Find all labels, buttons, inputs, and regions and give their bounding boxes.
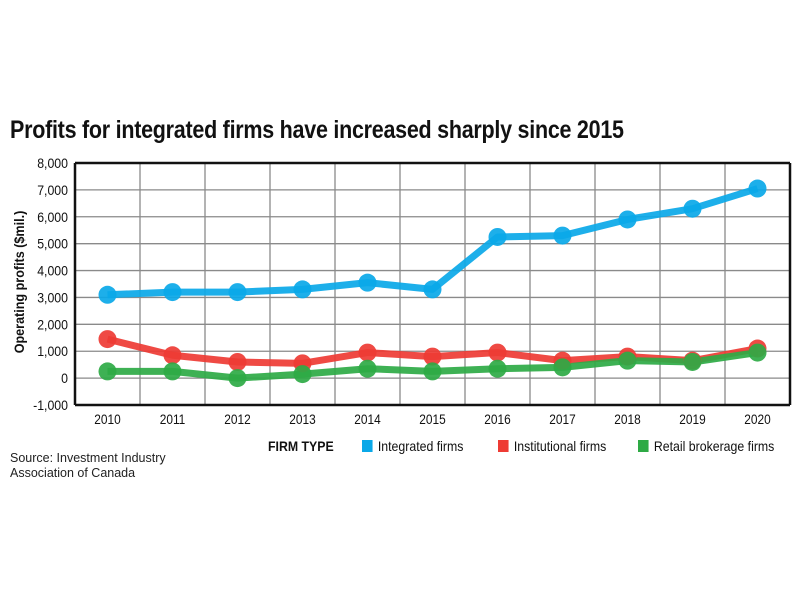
x-tick-label: 2011 (160, 411, 186, 427)
data-point (488, 359, 507, 378)
y-tick-label: -1,000 (33, 397, 68, 413)
x-tick-label: 2010 (94, 411, 120, 427)
legend-swatch-institutional (498, 440, 509, 452)
legend-swatch-integrated (362, 440, 373, 452)
plot-frame (73, 161, 792, 407)
y-tick-label: 8,000 (37, 155, 68, 171)
data-point (293, 280, 312, 299)
legend-title: FIRM TYPE (268, 438, 334, 454)
data-point (423, 347, 442, 366)
source-note: Source: Investment Industry Association … (10, 451, 166, 480)
data-point (488, 343, 507, 362)
legend: FIRM TYPE Integrated firms Institutional… (0, 438, 800, 458)
data-point (163, 346, 182, 365)
data-point (618, 210, 637, 229)
data-point (163, 362, 182, 381)
data-point (293, 365, 312, 384)
legend-swatch-retail (638, 440, 649, 452)
legend-label-institutional: Institutional firms (513, 438, 607, 454)
data-point (748, 343, 767, 362)
x-tick-labels: 2010 2011 2012 2013 2014 2015 2016 2017 2018 2019… (94, 411, 770, 427)
x-tick-label: 2014 (354, 411, 380, 427)
chart-title: Profits for integrated firms have increa… (10, 116, 624, 144)
x-tick-label: 2016 (484, 411, 510, 427)
x-tick-label: 2020 (744, 411, 770, 427)
x-tick-label: 2013 (289, 411, 315, 427)
data-point (358, 343, 377, 362)
series-points (98, 179, 767, 388)
y-tick-label: 6,000 (37, 209, 68, 225)
x-tick-label: 2015 (419, 411, 445, 427)
data-point (683, 352, 702, 371)
data-point (748, 179, 767, 198)
y-tick-label: 4,000 (37, 263, 68, 279)
y-tick-label: 2,000 (37, 317, 68, 333)
legend-label-integrated: Integrated firms (377, 438, 464, 454)
y-tick-labels: 8,000 7,000 6,000 5,000 4,000 3,000 2,000 1,000… (33, 155, 68, 413)
x-tick-label: 2017 (549, 411, 575, 427)
data-point (98, 330, 117, 349)
data-point (228, 283, 247, 302)
data-point (358, 359, 377, 378)
legend-label-retail: Retail brokerage firms (653, 438, 775, 454)
data-point (98, 285, 117, 304)
y-tick-label: 7,000 (37, 182, 68, 198)
data-point (553, 358, 572, 377)
data-point (683, 199, 702, 218)
y-tick-label: 1,000 (37, 343, 68, 359)
x-tick-label: 2018 (614, 411, 640, 427)
data-point (358, 273, 377, 292)
x-tick-label: 2019 (679, 411, 705, 427)
data-point (488, 227, 507, 246)
data-point (228, 352, 247, 371)
data-point (423, 362, 442, 381)
data-point (423, 280, 442, 299)
x-tick-label: 2012 (224, 411, 250, 427)
legend-item-integrated: Integrated firms (362, 438, 463, 454)
data-point (553, 226, 572, 245)
data-point (228, 369, 247, 388)
data-point (98, 362, 117, 381)
y-tick-label: 0 (61, 370, 68, 386)
data-point (163, 283, 182, 302)
y-tick-label: 5,000 (37, 236, 68, 252)
y-axis-label: Operating profits ($mil.) (11, 211, 27, 354)
legend-item-institutional: Institutional firms (498, 438, 606, 454)
data-point (618, 351, 637, 370)
legend-item-retail: Retail brokerage firms (638, 438, 774, 454)
y-tick-label: 3,000 (37, 290, 68, 306)
